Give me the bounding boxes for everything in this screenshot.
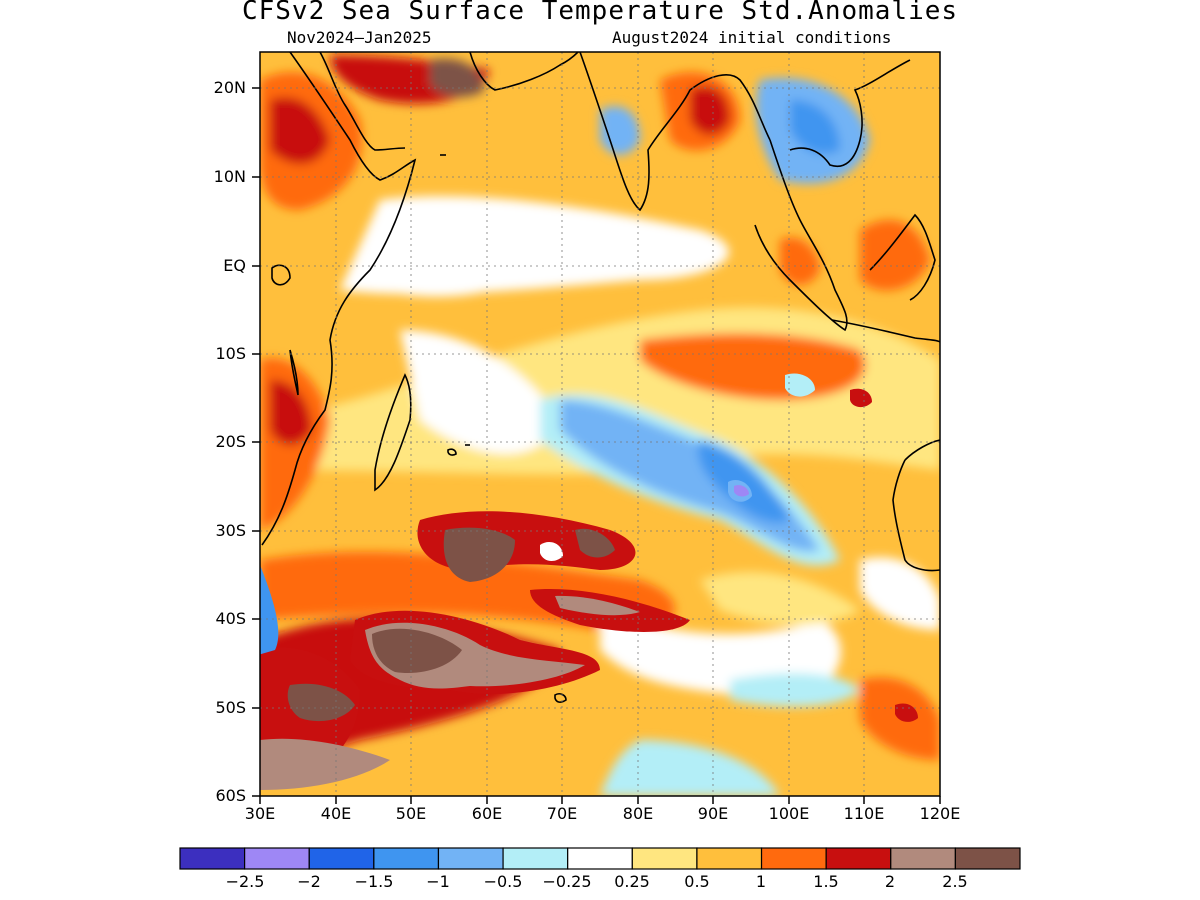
colorbar-swatch bbox=[825, 847, 892, 870]
colorbar-label: 1 bbox=[755, 872, 767, 891]
coastlines bbox=[261, 52, 940, 703]
colorbar-label: −2 bbox=[297, 872, 321, 891]
lon-label: 30E bbox=[244, 804, 276, 823]
colorbar-label: −1.5 bbox=[354, 872, 394, 891]
lat-label: 20S bbox=[215, 432, 246, 451]
lat-label: 30S bbox=[215, 521, 246, 540]
colorbar-swatch bbox=[437, 847, 504, 870]
lon-label: 40E bbox=[320, 804, 352, 823]
lat-label: 60S bbox=[215, 786, 246, 805]
lon-label: 50E bbox=[395, 804, 427, 823]
colorbar-label: 0.25 bbox=[614, 872, 650, 891]
lon-label: 80E bbox=[622, 804, 654, 823]
colorbar-label: 0.5 bbox=[684, 872, 710, 891]
colorbar-swatch bbox=[890, 847, 956, 870]
lat-label: 10S bbox=[215, 344, 246, 363]
colorbar-swatch bbox=[631, 847, 698, 870]
lon-label: 120E bbox=[919, 804, 961, 823]
colorbar-swatch bbox=[308, 847, 375, 870]
colorbar bbox=[179, 847, 1021, 870]
colorbar-swatch bbox=[760, 847, 827, 870]
lon-label: 100E bbox=[768, 804, 810, 823]
colorbar-label: −2.5 bbox=[225, 872, 265, 891]
axis-ticks bbox=[252, 87, 941, 804]
lon-label: 90E bbox=[697, 804, 729, 823]
lat-label: 40S bbox=[215, 609, 246, 628]
colorbar-swatch bbox=[502, 847, 569, 870]
lon-label: 110E bbox=[843, 804, 885, 823]
colorbar-swatch bbox=[954, 847, 1021, 870]
colorbar-swatch bbox=[567, 847, 633, 870]
colorbar-label: −0.25 bbox=[542, 872, 592, 891]
anomaly-field bbox=[260, 52, 940, 796]
colorbar-swatch bbox=[244, 847, 310, 870]
graticule bbox=[260, 52, 940, 796]
lat-label: EQ bbox=[223, 256, 246, 275]
lat-label: 20N bbox=[213, 78, 246, 97]
colorbar-swatch bbox=[696, 847, 763, 870]
lon-label: 70E bbox=[546, 804, 578, 823]
colorbar-label: 2.5 bbox=[942, 872, 968, 891]
forecast-period: Nov2024–Jan2025 bbox=[287, 28, 432, 47]
lat-label: 50S bbox=[215, 698, 246, 717]
colorbar-label: 2 bbox=[884, 872, 896, 891]
map-title: CFSv2 Sea Surface Temperature Std.Anomal… bbox=[241, 0, 959, 26]
plot-frame bbox=[259, 51, 941, 797]
lat-label: 10N bbox=[213, 167, 246, 186]
lon-label: 60E bbox=[471, 804, 503, 823]
colorbar-label: −1 bbox=[426, 872, 450, 891]
colorbar-label: 1.5 bbox=[813, 872, 839, 891]
colorbar-label: −0.5 bbox=[483, 872, 523, 891]
colorbar-swatch bbox=[179, 847, 246, 870]
colorbar-swatch bbox=[373, 847, 440, 870]
initial-conditions: August2024 initial conditions bbox=[612, 28, 892, 47]
